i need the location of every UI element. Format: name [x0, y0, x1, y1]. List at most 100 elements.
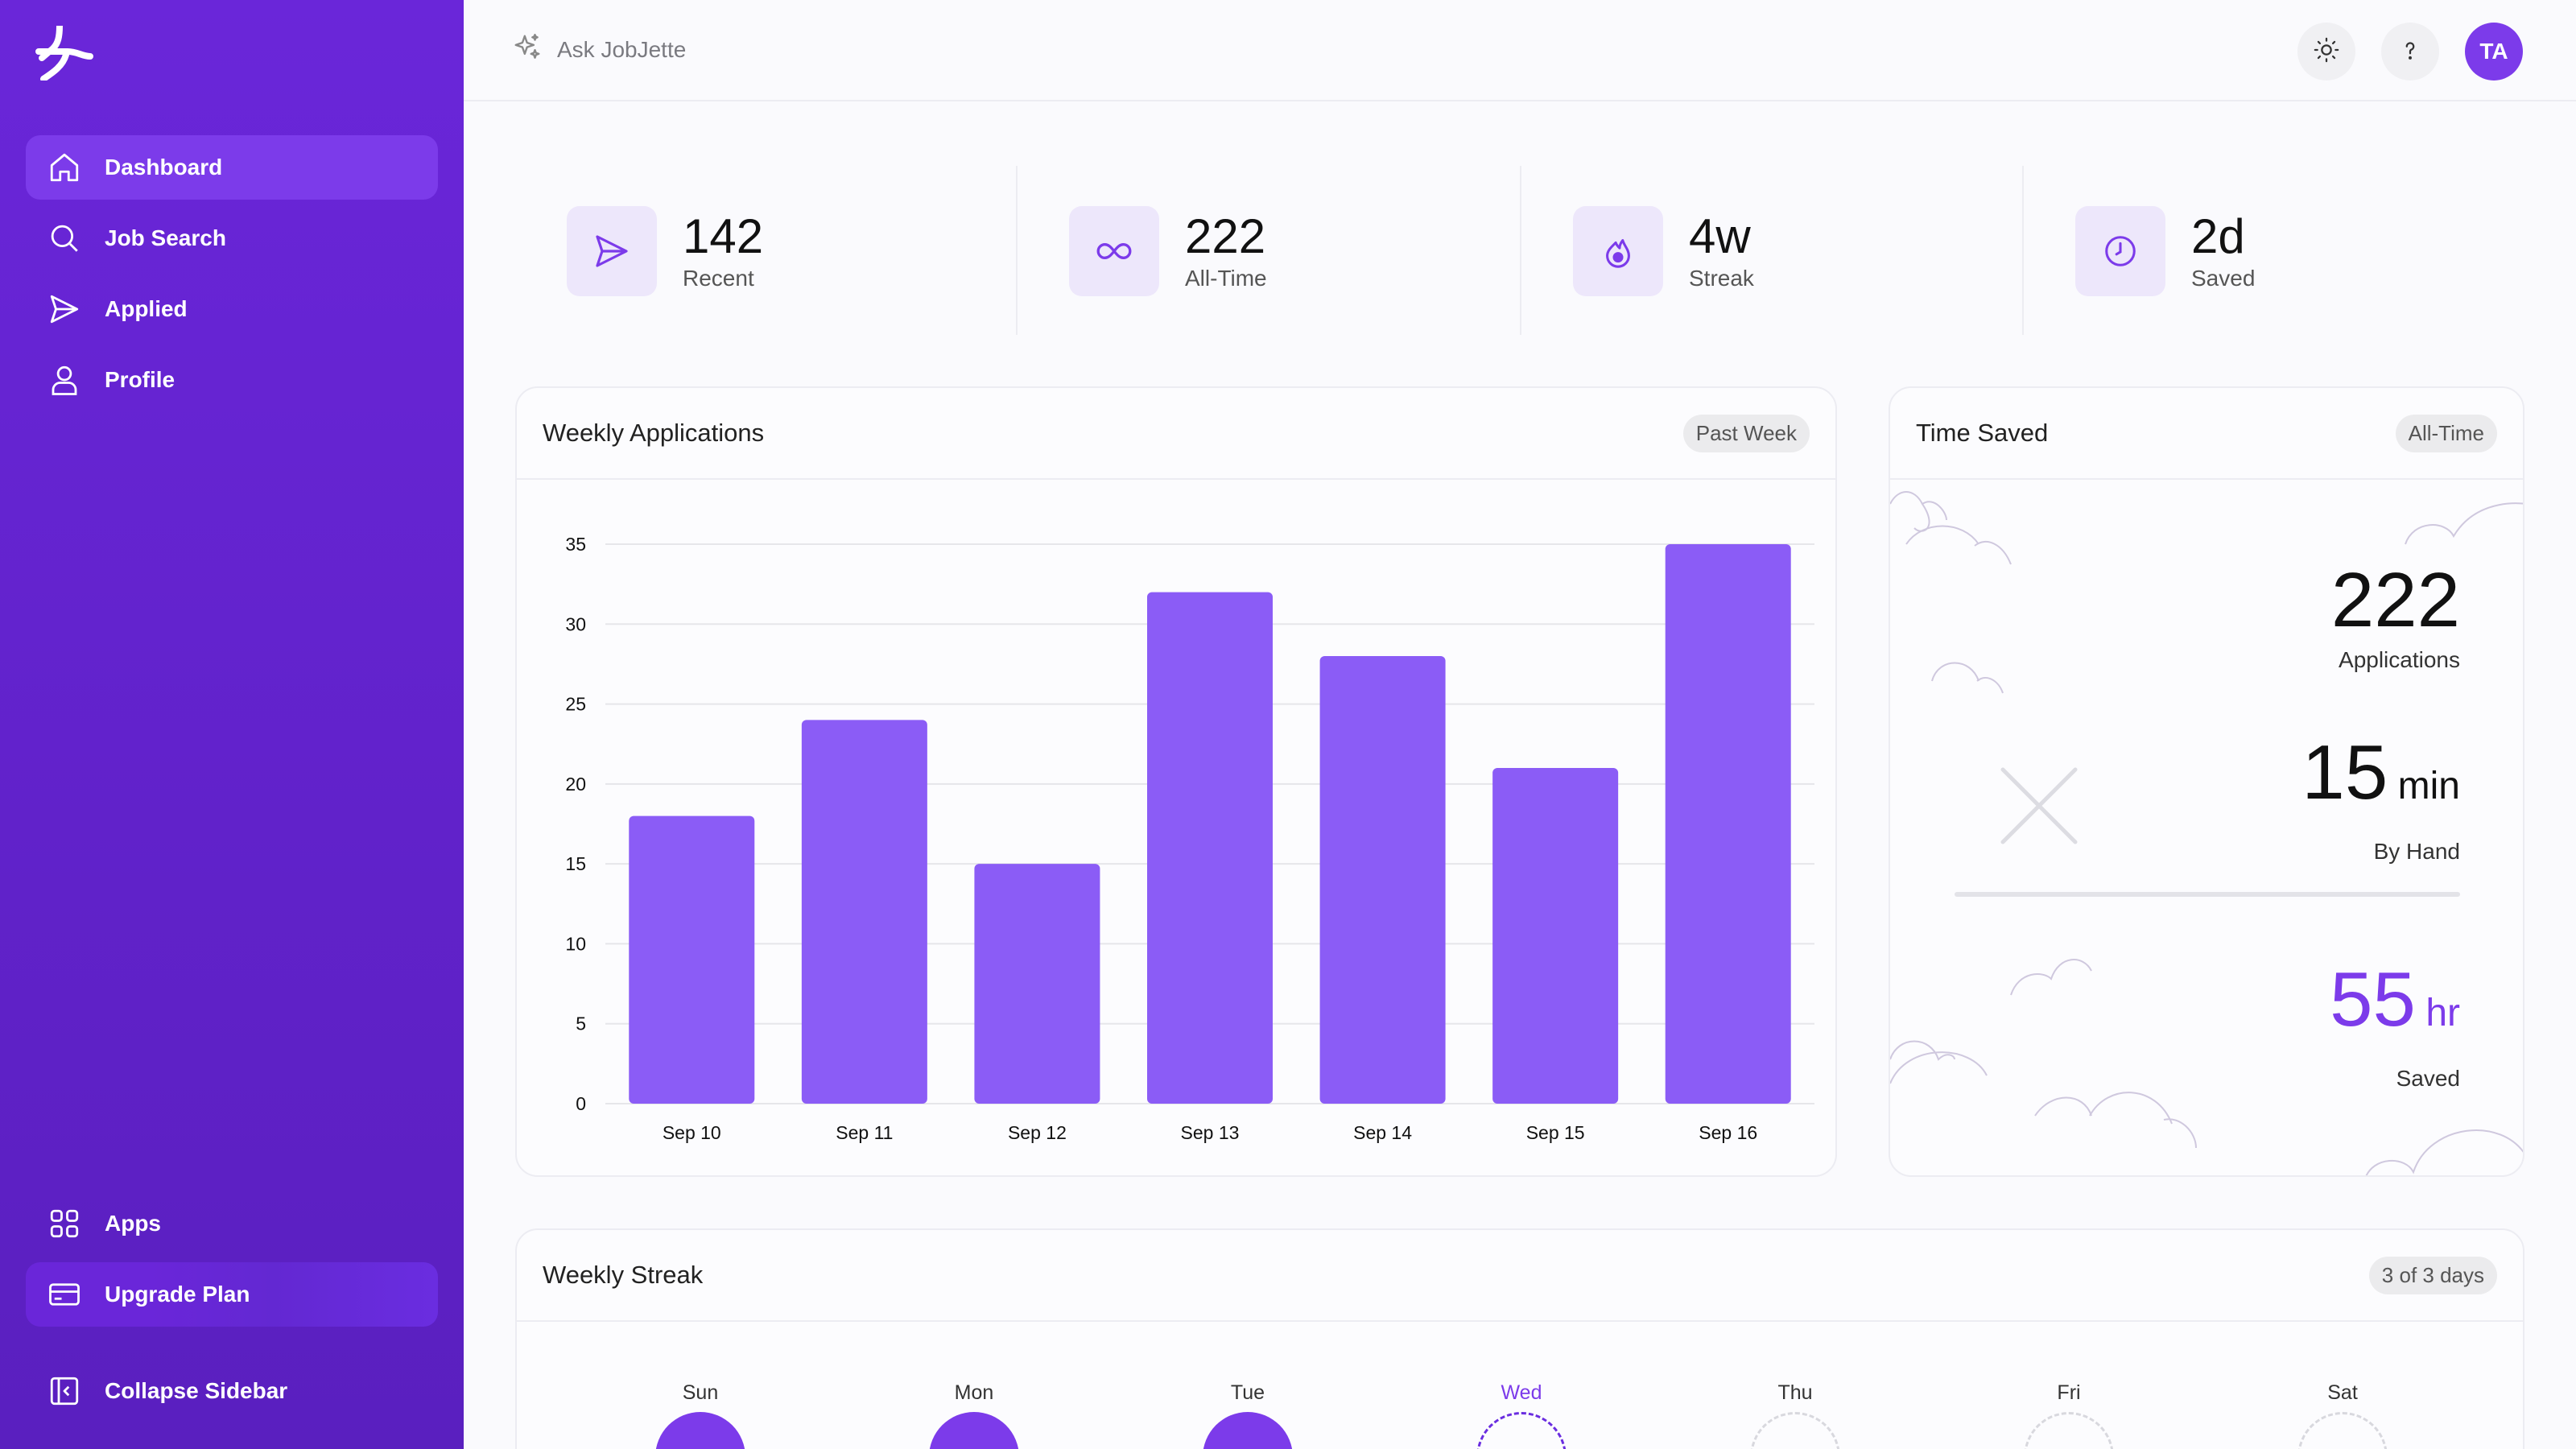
period-badge: All-Time	[2395, 414, 2497, 452]
stat-all-time: 222 All-Time	[1069, 206, 1267, 296]
x-tick-label: Sep 10	[663, 1122, 721, 1143]
streak-day-sat	[2297, 1412, 2388, 1449]
sidebar-item-applied[interactable]: Applied	[26, 277, 438, 341]
y-tick-label: 5	[576, 1013, 586, 1034]
help-button[interactable]	[2381, 23, 2439, 80]
streak-day-tue	[1203, 1412, 1293, 1449]
stat-value: 222	[1185, 209, 1266, 263]
x-tick-label: Sep 14	[1353, 1122, 1412, 1143]
top-bar: Ask JobJette TA	[464, 0, 2576, 101]
divider	[2022, 166, 2024, 335]
ask-assistant-button[interactable]: Ask JobJette	[512, 32, 686, 67]
y-tick-label: 30	[565, 613, 586, 634]
theme-toggle-button[interactable]	[2297, 23, 2355, 80]
y-tick-label: 20	[565, 774, 586, 795]
weekly-applications-card: Weekly Applications Past Week 0 5 10 15 20 25…	[515, 386, 1837, 1177]
send-icon	[567, 206, 657, 296]
applications-label: Applications	[2339, 647, 2460, 672]
bar	[629, 815, 755, 1104]
sidebar-item-label: Job Search	[105, 225, 226, 250]
sidebar-item-label: Dashboard	[105, 155, 223, 180]
user-icon	[45, 361, 84, 399]
bar	[1147, 592, 1273, 1104]
sun-icon	[2313, 36, 2340, 68]
sidebar-item-apps[interactable]: Apps	[26, 1191, 438, 1256]
sidebar-item-profile[interactable]: Profile	[26, 348, 438, 412]
x-tick-label: Sep 11	[836, 1122, 893, 1143]
applications-value: 222	[2330, 557, 2460, 643]
applications-stat: 222 Applications	[2331, 560, 2460, 673]
avatar[interactable]: TA	[2465, 23, 2523, 80]
send-icon	[45, 290, 84, 328]
sidebar-item-label: Applied	[105, 296, 188, 321]
y-tick-label: 0	[576, 1093, 586, 1114]
x-tick-label: Sep 15	[1526, 1122, 1585, 1143]
search-icon	[45, 219, 84, 258]
day-label-sat: Sat	[2327, 1381, 2358, 1404]
day-label-sun: Sun	[682, 1381, 719, 1404]
y-tick-label: 15	[565, 853, 586, 874]
streak-day-wed	[1476, 1412, 1567, 1449]
stat-label: All-Time	[1185, 266, 1267, 291]
by-hand-stat: 15 min By Hand	[2301, 734, 2460, 865]
clock-icon	[2075, 206, 2165, 296]
bar	[1492, 768, 1619, 1104]
by-hand-label: By Hand	[2373, 839, 2460, 864]
day-label-mon: Mon	[954, 1381, 994, 1404]
bar	[974, 864, 1100, 1104]
streak-badge: 3 of 3 days	[2368, 1256, 2497, 1294]
infinity-icon	[1069, 206, 1159, 296]
stat-value: 142	[683, 209, 764, 263]
x-tick-label: Sep 16	[1699, 1122, 1757, 1143]
by-hand-unit: min	[2397, 765, 2460, 807]
day-label-tue: Tue	[1230, 1381, 1265, 1404]
stat-saved: 2d Saved	[2075, 206, 2255, 296]
by-hand-value: 15	[2301, 729, 2388, 815]
bar	[1319, 656, 1446, 1104]
stat-label: Streak	[1689, 266, 1754, 291]
day-label-thu: Thu	[1777, 1381, 1813, 1404]
stat-label: Saved	[2191, 266, 2256, 291]
bar	[1665, 544, 1791, 1104]
stat-value: 2d	[2191, 209, 2245, 263]
y-tick-label: 25	[565, 694, 586, 715]
y-tick-label: 35	[565, 534, 586, 555]
sidebar-item-collapse[interactable]: Collapse Sidebar	[26, 1359, 438, 1423]
bar	[801, 720, 927, 1104]
streak-day-fri	[2024, 1412, 2114, 1449]
card-title: Weekly Applications	[543, 419, 765, 447]
collapse-icon	[45, 1372, 84, 1410]
ask-assistant-label: Ask JobJette	[557, 36, 687, 62]
sidebar-item-upgrade-plan[interactable]: Upgrade Plan	[26, 1262, 438, 1327]
stat-label: Recent	[683, 266, 754, 291]
stat-recent: 142 Recent	[567, 206, 763, 296]
streak-day-sun	[655, 1412, 745, 1449]
credit-card-icon	[45, 1275, 84, 1314]
saved-unit: hr	[2425, 992, 2460, 1034]
app-logo[interactable]	[35, 26, 93, 80]
streak-day-thu	[1750, 1412, 1840, 1449]
stat-value: 4w	[1689, 209, 1751, 263]
sparkle-icon	[512, 32, 543, 67]
time-saved-card: Time Saved All-Time 222 Applications 15 …	[1889, 386, 2524, 1177]
sidebar-item-dashboard[interactable]: Dashboard	[26, 135, 438, 200]
cloud-decoration	[1890, 491, 2523, 1175]
y-tick-label: 10	[565, 933, 586, 954]
period-badge: Past Week	[1682, 414, 1810, 452]
x-tick-label: Sep 12	[1008, 1122, 1067, 1143]
saved-stat: 55 hr Saved	[2330, 961, 2460, 1092]
sidebar-item-label: Profile	[105, 367, 175, 392]
grid-icon	[45, 1204, 84, 1243]
card-title: Weekly Streak	[543, 1261, 704, 1289]
stat-streak: 4w Streak	[1573, 206, 1754, 296]
x-tick-label: Sep 13	[1181, 1122, 1240, 1143]
weekly-streak-card: Weekly Streak 3 of 3 days Sun Mon Tue We…	[515, 1228, 2524, 1449]
sidebar-item-label: Upgrade Plan	[105, 1282, 250, 1307]
day-label-wed: Wed	[1501, 1381, 1542, 1404]
divider	[1016, 166, 1018, 335]
sidebar-item-job-search[interactable]: Job Search	[26, 206, 438, 270]
flame-icon	[1573, 206, 1663, 296]
sidebar-item-label: Apps	[105, 1211, 161, 1236]
saved-label: Saved	[2396, 1066, 2460, 1091]
card-title: Time Saved	[1916, 419, 2049, 447]
